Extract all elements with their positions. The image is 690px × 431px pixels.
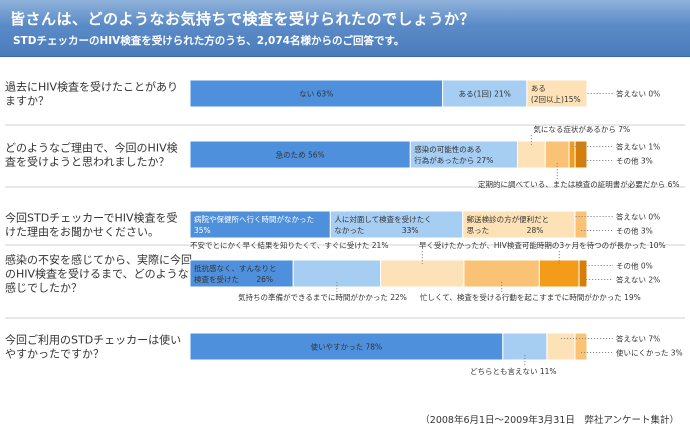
- chart-header: 皆さんは、どのようなお気持ちで検査を受けられたのでしょうか？ STDチェッカーの…: [0, 0, 690, 57]
- callout-label: その他 3%: [616, 226, 653, 236]
- bar-segment: [189, 79, 444, 108]
- callout-label: 不安でとにかく早く結果を知りたくて、すぐに受けた 21%: [190, 240, 388, 250]
- bar-segment: [546, 332, 576, 361]
- question-text: どのようなご理由で、今回のHIV検査を受けようと思われましたか？: [5, 141, 178, 169]
- segment-label: ない 63%: [299, 90, 333, 99]
- segment-label: ある(1回) 21%: [459, 90, 511, 99]
- bar-segment: [189, 332, 504, 361]
- bar-segment: [189, 140, 411, 169]
- bar-segment: [380, 259, 465, 288]
- callout-label: 忙しくて、検査を受ける行動を起こすまでに時間がかかった 19%: [420, 292, 641, 302]
- callout-label: その他 3%: [616, 156, 653, 166]
- bar-segment: [442, 79, 528, 108]
- bar-segment: [189, 210, 331, 239]
- callout-label: 答えない 7%: [616, 334, 660, 344]
- question-row: 今回ご利用のSTDチェッカーは使いやすかったですか？ 使いやすかった 78% 答えな…: [5, 332, 683, 376]
- segment-label: 急のため 56%: [276, 150, 325, 160]
- question-row: 今回STDチェッカーでHIV検査を受けた理由をお聞かせください。病院や保健所へ行…: [5, 210, 660, 239]
- callout-label: 答えない 0%: [616, 89, 660, 99]
- callout-label: 使いにくかった 3%: [616, 348, 683, 358]
- callout-label: その他 0%: [616, 261, 653, 271]
- callout-label: 答えない 1%: [616, 142, 660, 152]
- segment-label: 使いやすかった 78%: [311, 342, 383, 352]
- callout-label: 気になる症状があるから 7%: [533, 124, 630, 134]
- segment-label: 感染の可能性のある行為があったから 27%: [414, 144, 493, 165]
- question-text: 過去にHIV検査を受けたことがありますか？: [5, 80, 178, 108]
- bar-segment: [574, 332, 588, 361]
- callout-label: 答えない 2%: [616, 275, 660, 285]
- callout-label: 気持ちの準備ができるまでに時間がかかった 22%: [238, 292, 407, 302]
- question-text: 感染の不安を感じてから、実際に今回のHIV検査を受けるまで、どのような感じでした…: [5, 253, 192, 295]
- callout-label: 答えない 0%: [616, 212, 660, 222]
- segment-label: 人に対面して検査を受けたくなかった 33%: [334, 214, 431, 235]
- bar-segment: [568, 140, 576, 169]
- question-row: どのようなご理由で、今回のHIV検査を受けようと思われましたか？ 急のため 56%…: [5, 124, 679, 189]
- question-row: 感染の不安を感じてから、実際に今回のHIV検査を受けるまで、どのような感じでした…: [5, 240, 666, 302]
- question-row: 過去にHIV検査を受けたことがありますか？ ない 63% ある(1回) 21% ある(…: [5, 79, 660, 108]
- bar-segment: [516, 140, 546, 169]
- callout-label: どちらとも言えない 11%: [470, 366, 557, 376]
- bar-segment: [409, 140, 518, 169]
- segment-label: 病院や保健所へ行く時間がなかった 35%: [194, 214, 314, 235]
- bar-segment: [574, 140, 588, 169]
- bar-segment: [578, 259, 588, 288]
- callout-label: 早く受けたかったが、HIV検査可能時期の3ヶ月を待つのが長かった 10%: [419, 240, 666, 250]
- callout-label: 定期的に調べている、または検査の証明書が必要だから 6%: [478, 179, 679, 189]
- segment-label: 郵送検診の方が便利だと思った 28%: [467, 214, 550, 235]
- bar-segment: [538, 259, 580, 288]
- bar-segment: [574, 210, 588, 239]
- survey-period-note: （2008年6月1日～2009年3月31日 弊社アンケート集計）: [420, 415, 679, 426]
- bar-segment: [462, 210, 576, 239]
- segment-label: 抵抗感なく、すんなりと検査を受けた 26%: [194, 263, 277, 284]
- chart-subtitle: STDチェッカーのHIV検査を受けられた方のうち、2,074名様からのご回答です…: [13, 35, 405, 47]
- bar-segment: [189, 259, 294, 288]
- question-text: 今回STDチェッカーでHIV検査を受けた理由をお聞かせください。: [5, 211, 178, 239]
- chart-title: 皆さんは、どのようなお気持ちで検査を受けられたのでしょうか？: [10, 10, 476, 28]
- segment-label: ある(2回以上)15%: [531, 84, 581, 104]
- bar-segment: [526, 79, 588, 108]
- question-text: 今回ご利用のSTDチェッカーは使いやすかったですか？: [5, 333, 181, 361]
